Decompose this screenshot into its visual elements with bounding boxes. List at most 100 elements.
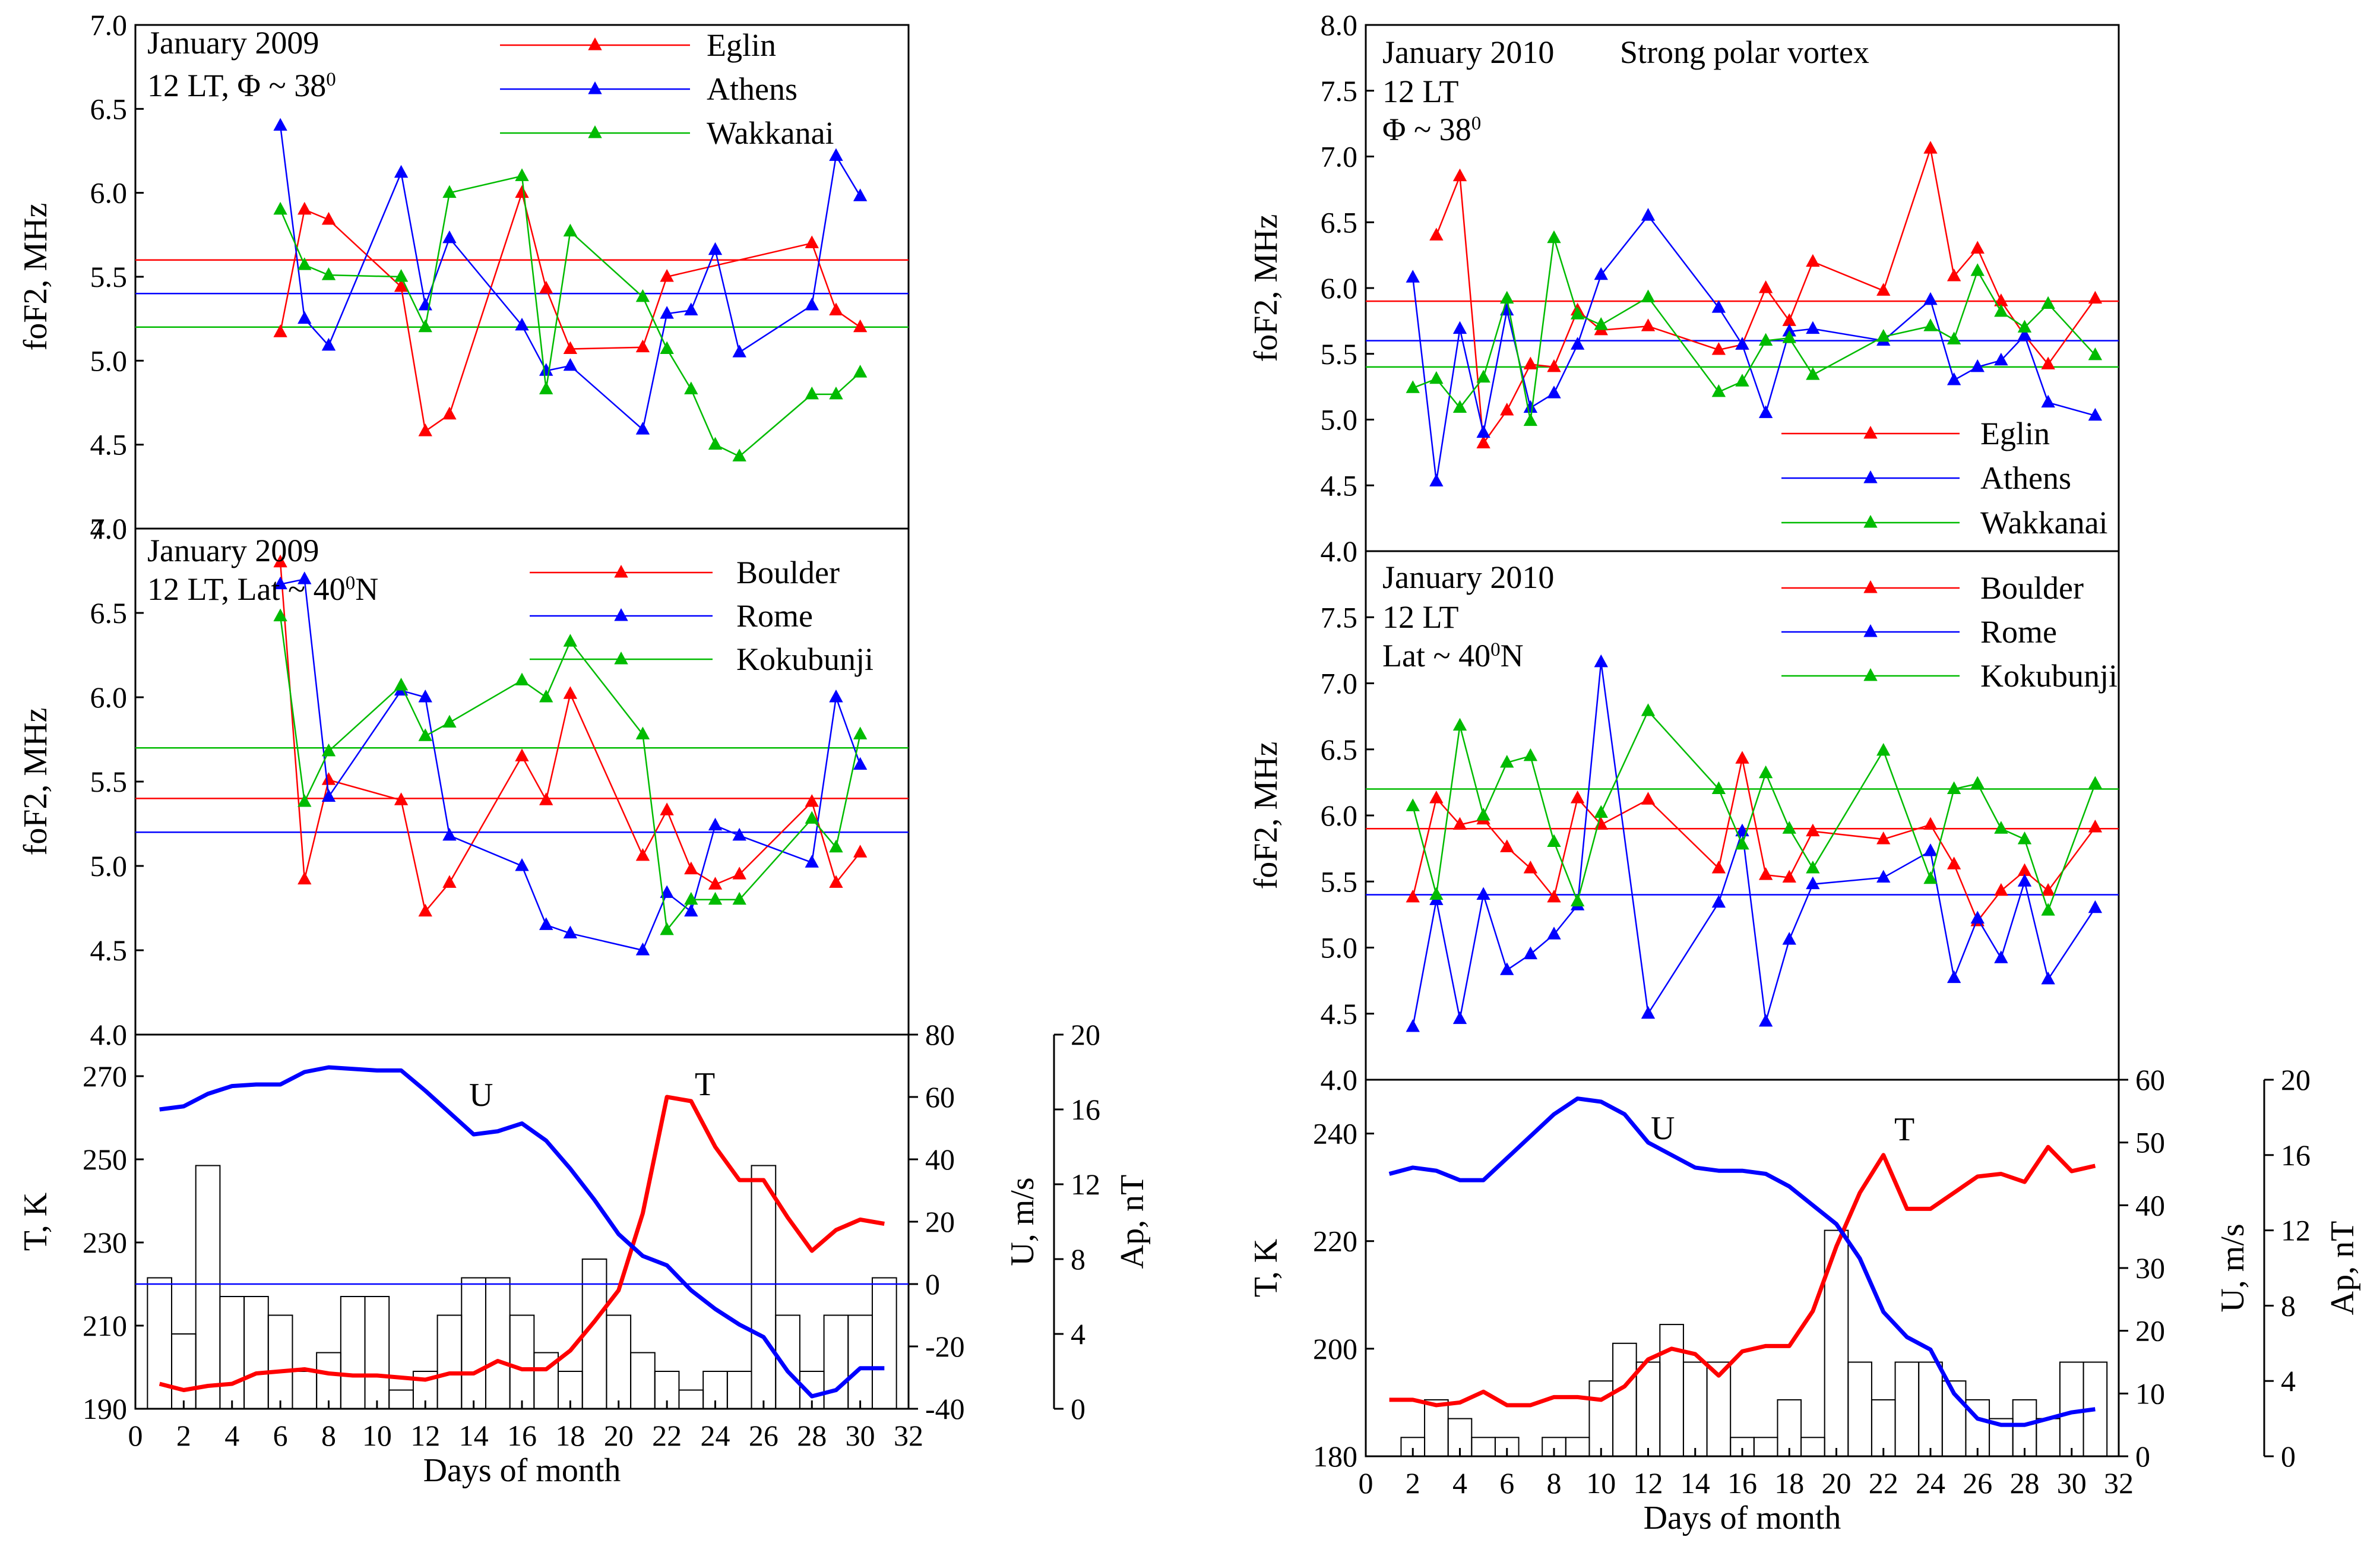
data-point-athens xyxy=(539,363,553,376)
data-point-rome xyxy=(1641,1006,1656,1019)
data-point-wakkanai xyxy=(539,381,553,394)
data-point-athens xyxy=(1547,385,1561,399)
data-point-eglin xyxy=(1758,280,1773,293)
data-point-wakkanai xyxy=(1876,328,1891,342)
y-tick-label: 4.5 xyxy=(90,934,128,967)
data-point-kokubunji xyxy=(273,608,287,622)
ap-bar xyxy=(1588,1380,1614,1457)
data-point-athens xyxy=(1735,337,1749,350)
data-point-wakkanai xyxy=(1594,317,1608,330)
data-point-wakkanai xyxy=(2017,320,2032,333)
data-point-eglin xyxy=(829,302,843,315)
ap-bar xyxy=(436,1314,463,1409)
data-point-eglin xyxy=(1476,435,1490,448)
data-point-rome xyxy=(1782,932,1796,945)
legend-marker xyxy=(588,81,602,94)
ap-bar xyxy=(1471,1437,1496,1457)
data-point-wakkanai xyxy=(1970,263,1985,276)
u-curve-label: U xyxy=(1651,1110,1675,1147)
x-tick-label: 30 xyxy=(2057,1466,2087,1500)
data-point-wakkanai xyxy=(394,269,409,282)
x-tick-label: 28 xyxy=(797,1419,827,1452)
y-tick-label: 6.0 xyxy=(1321,271,1358,305)
data-point-kokubunji xyxy=(1476,808,1490,821)
data-point-rome xyxy=(1711,894,1726,908)
series-line-athens xyxy=(279,125,861,431)
data-point-boulder xyxy=(2088,820,2103,833)
data-point-rome xyxy=(805,855,819,868)
y2-tick-label: 80 xyxy=(925,1018,955,1051)
data-point-boulder xyxy=(853,845,868,858)
data-point-eglin xyxy=(442,406,457,420)
data-point-wakkanai xyxy=(1806,367,1820,380)
data-point-wakkanai xyxy=(853,365,868,378)
data-point-eglin xyxy=(1923,141,1938,154)
legend-marker xyxy=(1863,668,1878,681)
y2-tick-label: 40 xyxy=(925,1143,955,1176)
data-point-eglin xyxy=(394,279,409,292)
data-point-kokubunji xyxy=(515,672,529,686)
data-point-athens xyxy=(805,298,819,311)
y-tick-label: 4.5 xyxy=(1321,469,1358,502)
data-point-boulder xyxy=(1500,839,1514,852)
y3-tick-label: 8 xyxy=(1071,1242,1085,1276)
data-point-rome xyxy=(1452,1011,1467,1025)
data-point-rome xyxy=(1758,1014,1773,1027)
ap-bar xyxy=(678,1389,704,1409)
y-tick-label: 190 xyxy=(83,1392,127,1425)
data-point-athens xyxy=(563,358,578,371)
data-point-rome xyxy=(1476,887,1490,900)
data-point-rome xyxy=(2017,874,2032,887)
u-curve-label: U xyxy=(469,1077,493,1114)
data-point-wakkanai xyxy=(273,201,287,215)
data-point-athens xyxy=(1806,321,1820,334)
ap-bar xyxy=(1894,1361,1920,1457)
data-point-kokubunji xyxy=(1429,887,1444,900)
data-point-wakkanai xyxy=(2088,347,2103,361)
x-tick-label: 26 xyxy=(749,1419,778,1452)
data-point-rome xyxy=(1876,869,1891,883)
data-point-boulder xyxy=(1735,751,1749,764)
legend-marker xyxy=(1863,470,1878,483)
data-point-rome xyxy=(1970,910,1985,924)
data-point-kokubunji xyxy=(539,690,553,703)
data-point-athens xyxy=(1429,473,1444,487)
series-line-rome xyxy=(1412,662,2096,1027)
y2-tick-label: 30 xyxy=(2135,1251,2165,1285)
data-point-boulder xyxy=(708,877,723,890)
data-point-kokubunji xyxy=(298,794,312,807)
chart-panel-mr: 4.0 4.5 5.0 5.5 6.0 6.5 7.0 7.5 foF2, MHz January… xyxy=(1248,550,2120,1096)
y3-tick-label: 8 xyxy=(2281,1289,2296,1322)
data-point-athens xyxy=(1476,425,1490,438)
x-tick-label: 10 xyxy=(1586,1466,1616,1500)
x-tick-label: 26 xyxy=(1963,1466,1992,1500)
ap-bar xyxy=(1659,1324,1684,1457)
series-line-kokubunji xyxy=(1412,709,2096,913)
ap-bar xyxy=(1612,1342,1637,1457)
chart-layer: 4.0 4.5 5.0 5.5 6.0 6.5 7.0 foF2, MHz January 20… xyxy=(17,8,2361,1536)
data-point-athens xyxy=(660,306,674,319)
ap-bar xyxy=(147,1277,173,1409)
ap-bar xyxy=(1494,1437,1520,1457)
data-point-boulder xyxy=(1570,791,1585,804)
data-point-kokubunji xyxy=(2088,776,2103,789)
data-point-kokubunji xyxy=(1735,836,1749,850)
data-point-eglin xyxy=(1523,356,1538,369)
data-point-kokubunji xyxy=(1711,781,1726,794)
annotation-text: 12 LT xyxy=(1382,599,1459,635)
data-point-athens xyxy=(1406,270,1420,283)
y3-tick-label: 20 xyxy=(1071,1018,1100,1051)
data-point-kokubunji xyxy=(829,839,843,853)
y3-tick-label: 0 xyxy=(1071,1392,1085,1425)
data-point-eglin xyxy=(1782,313,1796,326)
ap-bar xyxy=(267,1314,293,1409)
data-point-kokubunji xyxy=(563,634,578,647)
y-tick-label: 5.0 xyxy=(1321,403,1358,437)
data-point-boulder xyxy=(418,903,432,917)
data-point-eglin xyxy=(321,211,336,225)
data-point-kokubunji xyxy=(1523,748,1538,761)
y2-tick-label: 20 xyxy=(925,1205,955,1238)
data-point-athens xyxy=(1970,359,1985,372)
chart-panel-tr: 4.0 4.5 5.0 5.5 6.0 6.5 7.0 7.5 8.0 foF2, MHz Janu… xyxy=(1248,8,2120,568)
data-point-wakkanai xyxy=(1782,330,1796,343)
